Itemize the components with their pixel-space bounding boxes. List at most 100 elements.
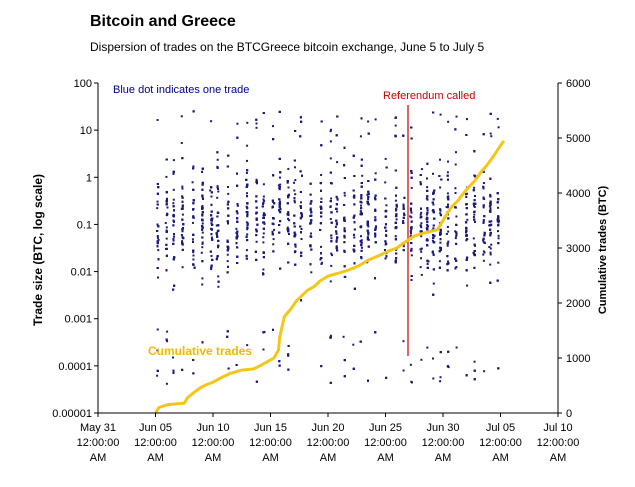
trade-dot [359, 210, 362, 213]
trade-dot [278, 231, 281, 234]
trade-dot [419, 213, 422, 216]
trade-dot [394, 238, 397, 241]
trade-dot [172, 188, 175, 191]
x-tick-label: Jun 25 [369, 422, 402, 434]
trade-dot [455, 223, 458, 226]
trade-dot [482, 196, 485, 199]
trade-dot [192, 258, 195, 261]
trade-dot [319, 229, 322, 231]
trade-dot [310, 271, 313, 274]
trade-dot [420, 273, 423, 276]
cumulative-annotation: Cumulative trades [148, 344, 252, 358]
trade-dot [465, 234, 468, 237]
trade-dot [447, 217, 450, 220]
trade-dot [432, 209, 435, 212]
trade-dot [432, 172, 434, 175]
trade-dot [246, 211, 249, 214]
trade-dot [353, 287, 356, 290]
trade-dot [320, 174, 323, 176]
trade-dot [465, 196, 468, 198]
trade-dot [343, 229, 346, 231]
trade-dot [432, 198, 435, 201]
trade-dot [374, 209, 377, 212]
trade-dot [216, 196, 219, 199]
trade-dot [473, 378, 476, 381]
x-tick-label: 12:00:00 [422, 437, 465, 449]
trade-dot [262, 217, 265, 219]
trade-dot [329, 171, 332, 174]
x-tick-label: 12:00:00 [307, 437, 350, 449]
trade-dot [330, 252, 333, 255]
trade-dot [489, 281, 492, 284]
trade-dot [181, 228, 184, 231]
trade-dot [454, 192, 457, 194]
trade-dot [426, 211, 429, 214]
trade-dot [287, 217, 289, 220]
trade-dot [287, 261, 290, 264]
trade-dot [192, 359, 195, 361]
trade-dot [156, 374, 159, 377]
trade-dot [465, 213, 468, 216]
trade-dot [227, 367, 230, 370]
trade-dot [410, 170, 413, 172]
trade-dot [210, 219, 213, 222]
trade-dot [488, 205, 491, 208]
trade-dot [482, 237, 485, 240]
trade-dot [454, 237, 457, 240]
trade-dot [172, 239, 175, 242]
trade-dot [235, 232, 238, 234]
trade-dot [432, 241, 435, 244]
trade-dot [288, 219, 291, 222]
trade-dot [201, 260, 204, 263]
trade-dot [360, 241, 363, 244]
y2-tick-label: 1000 [566, 353, 590, 365]
trade-dot [489, 232, 492, 235]
trade-dot [235, 210, 238, 213]
trade-dot [226, 165, 229, 168]
trade-dot [335, 240, 338, 243]
trade-dot [320, 257, 323, 259]
x-tick-label: 12:00:00 [537, 437, 580, 449]
x-tick-label: 12:00:00 [134, 437, 177, 449]
trade-dot [227, 192, 230, 195]
trade-dot [236, 203, 239, 206]
trade-dot [409, 230, 412, 233]
trade-dot [384, 157, 387, 160]
trade-dot [236, 262, 239, 264]
trade-dot [309, 182, 312, 185]
trade-dot [360, 213, 363, 216]
trade-dot [181, 185, 184, 188]
trade-dot [286, 228, 289, 231]
trade-dot [410, 202, 413, 205]
trade-dot [473, 218, 476, 221]
trade-dot [360, 185, 363, 188]
trade-dot [263, 213, 266, 216]
trade-dot [294, 179, 297, 182]
trade-dot [395, 257, 398, 260]
referendum-annotation: Referendum called [383, 90, 475, 102]
trade-dot [255, 200, 258, 203]
trade-dot [497, 237, 500, 240]
trade-dot [447, 120, 450, 123]
trade-dot [410, 249, 413, 252]
trade-dot [261, 205, 264, 208]
trade-dot [465, 207, 468, 210]
trade-dot [420, 226, 423, 229]
trade-dot [420, 231, 423, 234]
trade-dot [226, 220, 229, 223]
trade-dot [498, 219, 500, 222]
trade-dot [165, 203, 168, 206]
trade-dot [353, 175, 356, 177]
trade-dot [210, 214, 213, 217]
trade-dot [201, 222, 204, 225]
trade-dot [262, 195, 265, 198]
trade-dot [192, 233, 195, 236]
trade-dot [446, 171, 449, 174]
trade-dot [182, 223, 185, 226]
trade-dot [254, 250, 257, 253]
trade-dot [180, 234, 183, 236]
trade-dot [215, 232, 218, 235]
trade-dot [286, 226, 289, 229]
trade-dot [410, 220, 413, 223]
trade-dot [426, 228, 429, 231]
